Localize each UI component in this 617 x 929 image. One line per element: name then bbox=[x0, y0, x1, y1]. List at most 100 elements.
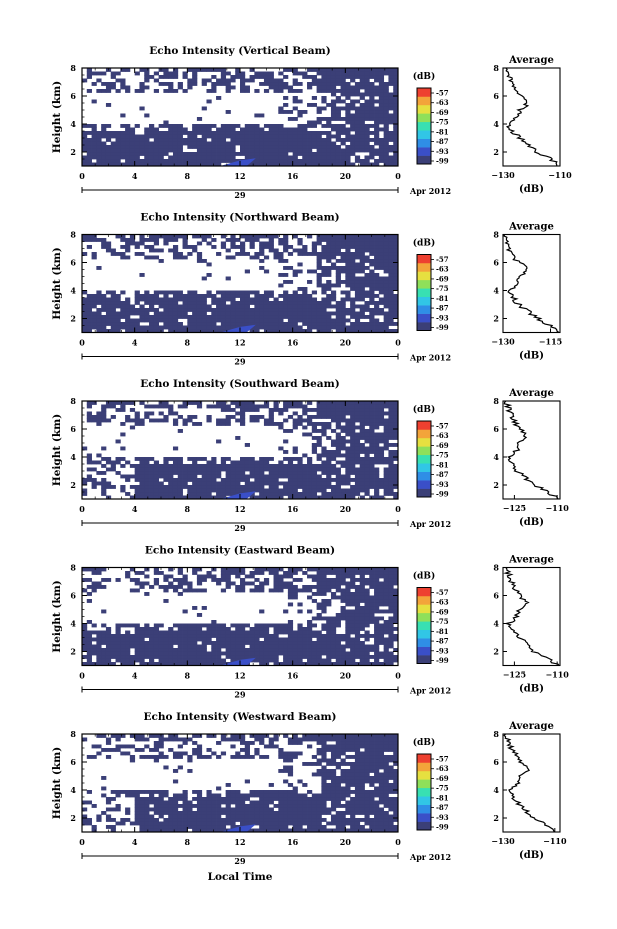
heatmap-cell bbox=[388, 311, 394, 316]
heatmap-cell bbox=[225, 627, 231, 631]
heatmap-cell bbox=[307, 641, 313, 645]
heatmap-cell bbox=[350, 162, 356, 167]
heatmap-cell bbox=[86, 294, 92, 298]
heatmap-cell bbox=[254, 297, 260, 302]
heatmap-cell bbox=[374, 404, 380, 409]
heatmap-cell bbox=[249, 134, 255, 139]
heatmap-cell bbox=[263, 581, 270, 586]
heatmap-cell bbox=[321, 415, 327, 419]
heatmap-cell bbox=[235, 411, 241, 416]
heatmap-cell bbox=[287, 308, 294, 312]
heatmap-cell bbox=[91, 71, 97, 76]
heatmap-cell bbox=[163, 124, 169, 128]
heatmap-cell bbox=[134, 485, 140, 489]
heatmap-cell bbox=[192, 127, 198, 132]
heatmap-cell bbox=[240, 474, 246, 479]
heatmap-cell bbox=[297, 474, 303, 479]
heatmap-cell bbox=[359, 308, 365, 312]
heatmap-cell bbox=[196, 581, 203, 586]
heatmap-cell bbox=[383, 82, 389, 86]
heatmap-cell bbox=[177, 134, 183, 139]
heatmap-cell bbox=[283, 418, 289, 423]
heatmap-cell bbox=[393, 238, 399, 242]
heatmap-cell bbox=[388, 651, 394, 656]
heatmap-cell bbox=[182, 422, 188, 426]
heatmap-cell bbox=[105, 290, 112, 295]
heatmap-cell bbox=[158, 467, 164, 472]
heatmap-cell bbox=[225, 478, 231, 482]
heatmap-cell bbox=[307, 308, 313, 312]
heatmap-cell bbox=[235, 464, 241, 468]
heatmap-cell bbox=[273, 648, 279, 652]
heatmap-cell bbox=[321, 485, 327, 489]
colorbar-tick-label: -99 bbox=[436, 157, 449, 166]
heatmap-cell bbox=[350, 255, 356, 260]
heatmap-cell bbox=[330, 113, 337, 118]
heatmap-cell bbox=[350, 418, 356, 423]
heatmap-cell bbox=[91, 637, 97, 642]
heatmap-cell bbox=[388, 408, 394, 412]
heatmap-cell bbox=[244, 651, 250, 656]
heatmap-cell bbox=[163, 238, 169, 242]
heatmap-cell bbox=[139, 571, 145, 575]
heatmap-cell bbox=[125, 68, 131, 72]
heatmap-cell bbox=[139, 308, 145, 312]
heatmap-cell bbox=[311, 408, 318, 412]
heatmap-cell bbox=[321, 138, 327, 142]
heatmap-cell bbox=[292, 585, 298, 589]
heatmap-cell bbox=[393, 141, 399, 146]
heatmap-cell bbox=[82, 162, 88, 167]
colorbar-segment bbox=[417, 463, 431, 472]
heatmap-cell bbox=[359, 467, 365, 472]
heatmap-cell bbox=[374, 616, 380, 621]
heatmap-cell bbox=[340, 401, 346, 405]
heatmap-cell bbox=[240, 623, 246, 628]
heatmap-cell bbox=[335, 315, 341, 319]
heatmap-cell bbox=[287, 623, 294, 628]
heatmap-cell bbox=[149, 145, 155, 149]
heatmap-cell bbox=[134, 411, 140, 416]
heatmap-cell bbox=[254, 495, 260, 500]
heatmap-cell bbox=[235, 308, 241, 312]
heatmap-cell bbox=[316, 467, 322, 472]
heatmap-cell bbox=[240, 571, 246, 575]
heatmap-cell bbox=[249, 467, 255, 472]
colorbar-tick-label: -81 bbox=[436, 460, 449, 469]
heatmap-cell bbox=[316, 120, 322, 125]
heatmap-cell bbox=[182, 634, 188, 638]
heatmap-cell bbox=[220, 145, 227, 149]
heatmap-cell bbox=[134, 418, 140, 423]
heatmap-cell bbox=[259, 658, 265, 663]
heatmap-cell bbox=[287, 655, 294, 659]
heatmap-cell bbox=[182, 329, 188, 333]
heatmap-cell bbox=[263, 422, 270, 426]
heatmap-cell bbox=[374, 78, 380, 83]
heatmap-cell bbox=[153, 325, 160, 330]
heatmap-cell bbox=[259, 113, 265, 118]
heatmap-cell bbox=[259, 467, 265, 472]
heatmap-cell bbox=[153, 294, 160, 298]
heatmap-cell bbox=[297, 131, 303, 135]
heatmap-cell bbox=[230, 571, 236, 575]
heatmap-cell bbox=[163, 315, 169, 319]
heatmap-cell bbox=[244, 630, 250, 635]
heatmap-cell bbox=[311, 471, 318, 475]
heatmap-cell bbox=[129, 234, 136, 239]
heatmap-cell bbox=[340, 574, 346, 579]
heatmap-cell bbox=[211, 464, 217, 468]
heatmap-cell bbox=[206, 124, 212, 128]
profile-title: Average bbox=[508, 388, 554, 399]
heatmap-cell bbox=[335, 408, 341, 412]
heatmap-cell bbox=[153, 488, 160, 493]
heatmap-cell bbox=[345, 110, 351, 114]
heatmap-cell bbox=[388, 301, 394, 305]
heatmap-cell bbox=[139, 627, 145, 631]
heatmap-cell bbox=[216, 141, 222, 146]
heatmap-cell bbox=[115, 325, 121, 330]
heatmap-cell bbox=[172, 422, 179, 426]
heatmap-cell bbox=[220, 634, 227, 638]
heatmap-cell bbox=[393, 471, 399, 475]
heatmap-cell bbox=[263, 322, 270, 326]
heatmap-cell bbox=[393, 574, 399, 579]
heatmap-cell bbox=[240, 485, 246, 489]
